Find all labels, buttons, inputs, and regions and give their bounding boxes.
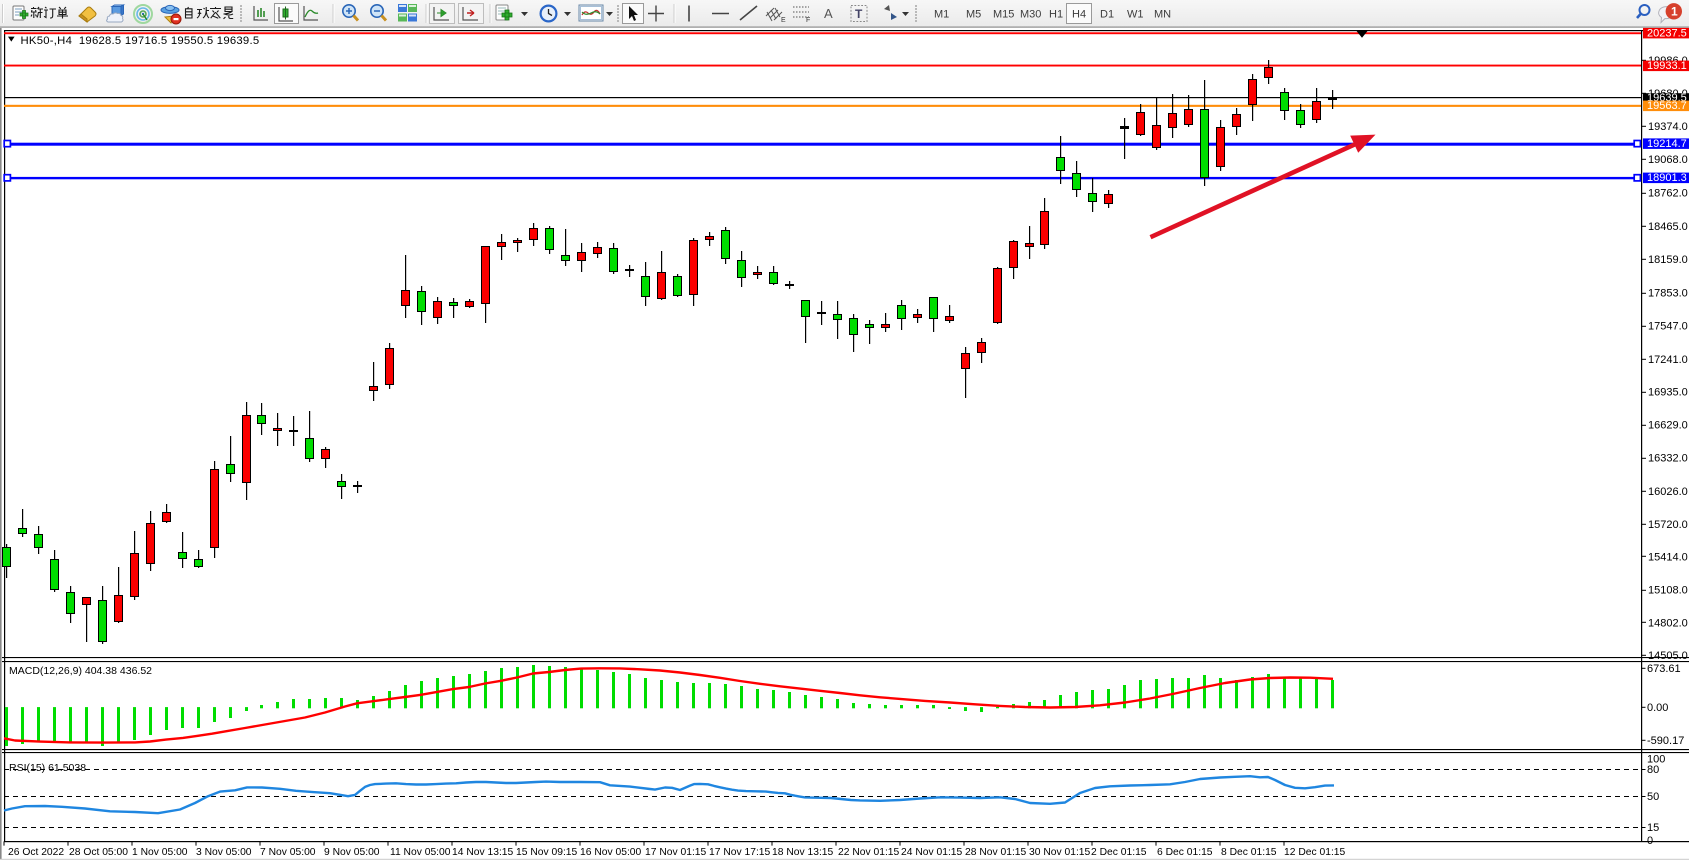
svg-text:W1: W1 bbox=[1127, 9, 1144, 21]
svg-text:22 Nov 01:15: 22 Nov 01:15 bbox=[838, 847, 900, 858]
svg-text:19563.7: 19563.7 bbox=[1647, 100, 1687, 112]
svg-text:2 Dec 01:15: 2 Dec 01:15 bbox=[1091, 847, 1147, 858]
svg-text:18762.0: 18762.0 bbox=[1648, 188, 1688, 200]
svg-text:20237.5: 20237.5 bbox=[1647, 28, 1687, 40]
svg-text:26 Oct 2022: 26 Oct 2022 bbox=[8, 847, 64, 858]
svg-text:E: E bbox=[781, 17, 786, 24]
svg-text:16 Nov 05:00: 16 Nov 05:00 bbox=[580, 847, 642, 858]
svg-text:M1: M1 bbox=[934, 9, 949, 21]
svg-text:M30: M30 bbox=[1020, 9, 1041, 21]
svg-text:16935.0: 16935.0 bbox=[1648, 387, 1688, 399]
svg-text:16332.0: 16332.0 bbox=[1648, 453, 1688, 465]
svg-text:H1: H1 bbox=[1049, 9, 1063, 21]
svg-text:M15: M15 bbox=[993, 9, 1014, 21]
svg-text:19374.0: 19374.0 bbox=[1648, 121, 1688, 133]
svg-text:17241.0: 17241.0 bbox=[1648, 354, 1688, 366]
svg-text:30 Nov 01:15: 30 Nov 01:15 bbox=[1029, 847, 1091, 858]
svg-text:7 Nov 05:00: 7 Nov 05:00 bbox=[260, 847, 316, 858]
svg-text:100: 100 bbox=[1647, 754, 1665, 766]
svg-text:28 Nov 01:15: 28 Nov 01:15 bbox=[965, 847, 1027, 858]
svg-text:-590.17: -590.17 bbox=[1647, 735, 1684, 747]
svg-text:14505.0: 14505.0 bbox=[1648, 650, 1688, 662]
svg-text:28 Oct 05:00: 28 Oct 05:00 bbox=[69, 847, 128, 858]
svg-text:14802.0: 14802.0 bbox=[1648, 617, 1688, 629]
svg-text:6 Dec 01:15: 6 Dec 01:15 bbox=[1157, 847, 1213, 858]
svg-text:24 Nov 01:15: 24 Nov 01:15 bbox=[901, 847, 963, 858]
svg-text:17 Nov 17:15: 17 Nov 17:15 bbox=[709, 847, 771, 858]
svg-text:18159.0: 18159.0 bbox=[1648, 254, 1688, 266]
svg-text:0: 0 bbox=[1647, 835, 1653, 847]
svg-text:MACD(12,26,9) 404.38 436.52: MACD(12,26,9) 404.38 436.52 bbox=[9, 665, 152, 677]
svg-text:19933.1: 19933.1 bbox=[1647, 60, 1687, 72]
svg-text:1: 1 bbox=[1671, 5, 1678, 19]
svg-text:15: 15 bbox=[1647, 822, 1659, 834]
svg-text:19214.7: 19214.7 bbox=[1647, 138, 1687, 150]
svg-text:HK50-,H4 19628.5 19716.5 1955: HK50-,H4 19628.5 19716.5 19550.5 19639.5 bbox=[21, 35, 260, 47]
svg-text:673.61: 673.61 bbox=[1647, 663, 1681, 675]
svg-text:18901.3: 18901.3 bbox=[1647, 172, 1687, 184]
svg-text:15720.0: 15720.0 bbox=[1648, 519, 1688, 531]
svg-text:11 Nov 05:00: 11 Nov 05:00 bbox=[390, 847, 451, 858]
svg-text:15108.0: 15108.0 bbox=[1648, 584, 1688, 596]
svg-text:0.00: 0.00 bbox=[1647, 702, 1668, 714]
svg-text:17547.0: 17547.0 bbox=[1648, 321, 1688, 333]
svg-text:18465.0: 18465.0 bbox=[1648, 221, 1688, 233]
svg-text:T: T bbox=[855, 7, 863, 21]
svg-text:3 Nov 05:00: 3 Nov 05:00 bbox=[196, 847, 252, 858]
svg-text:15414.0: 15414.0 bbox=[1648, 551, 1688, 563]
svg-text:D1: D1 bbox=[1100, 9, 1114, 21]
svg-text:H4: H4 bbox=[1072, 9, 1086, 21]
svg-text:M5: M5 bbox=[966, 9, 981, 21]
svg-text:18 Nov 13:15: 18 Nov 13:15 bbox=[772, 847, 834, 858]
svg-text:A: A bbox=[824, 6, 833, 21]
svg-text:16629.0: 16629.0 bbox=[1648, 420, 1688, 432]
svg-text:15 Nov 09:15: 15 Nov 09:15 bbox=[516, 847, 578, 858]
svg-text:8 Dec 01:15: 8 Dec 01:15 bbox=[1221, 847, 1277, 858]
svg-text:9 Nov 05:00: 9 Nov 05:00 bbox=[324, 847, 380, 858]
svg-text:12 Dec 01:15: 12 Dec 01:15 bbox=[1284, 847, 1346, 858]
svg-text:MN: MN bbox=[1154, 9, 1171, 21]
svg-text:RSI(15) 61.5038: RSI(15) 61.5038 bbox=[9, 762, 86, 774]
svg-text:17853.0: 17853.0 bbox=[1648, 288, 1688, 300]
svg-text:16026.0: 16026.0 bbox=[1648, 486, 1688, 498]
svg-text:1 Nov 05:00: 1 Nov 05:00 bbox=[132, 847, 188, 858]
svg-text:50: 50 bbox=[1647, 791, 1659, 803]
svg-text:14 Nov 13:15: 14 Nov 13:15 bbox=[452, 847, 514, 858]
svg-text:80: 80 bbox=[1647, 764, 1659, 776]
svg-text:17 Nov 01:15: 17 Nov 01:15 bbox=[645, 847, 707, 858]
svg-text:F: F bbox=[806, 17, 810, 24]
svg-text:19068.0: 19068.0 bbox=[1648, 154, 1688, 166]
